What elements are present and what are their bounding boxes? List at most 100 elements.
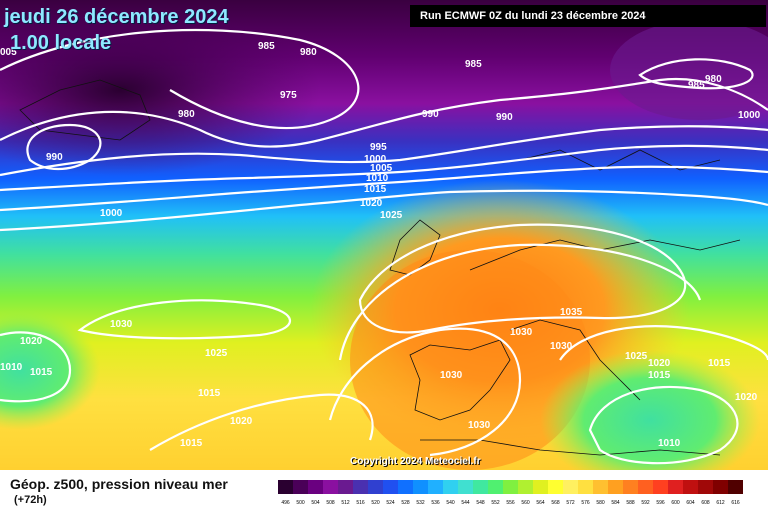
isobar-label: 985	[465, 59, 482, 70]
legend-label: 568	[551, 500, 560, 506]
isobar	[588, 385, 739, 465]
isobar-label: 1030	[468, 420, 491, 431]
legend-label: 596	[656, 500, 665, 506]
legend-swatch	[623, 480, 638, 494]
legend-swatch	[398, 480, 413, 494]
legend-swatch	[578, 480, 593, 494]
weather-map: 985 980 975 980 990 985 990 1000 995 100…	[0, 0, 768, 470]
isobar-label: 1030	[510, 327, 533, 338]
legend-swatch	[488, 480, 503, 494]
med-north-coast	[509, 319, 641, 401]
legend-label: 536	[431, 500, 440, 506]
isobar-label: 1020	[230, 416, 253, 427]
legend-label: 604	[686, 500, 695, 506]
isobar-label: 990	[496, 112, 513, 123]
trough-west	[0, 310, 100, 430]
isobar-label: 1030	[550, 341, 573, 352]
legend-swatch	[293, 480, 308, 494]
isobar-label: 1030	[110, 319, 133, 330]
legend-label: 564	[536, 500, 545, 506]
legend-label: 520	[371, 500, 380, 506]
isobar-label: 980	[300, 47, 317, 58]
isobar	[26, 123, 102, 170]
isobar-label: 1015	[708, 358, 731, 369]
isobar-label: 1010	[658, 438, 681, 449]
legend-label: 540	[446, 500, 455, 506]
isobar	[149, 393, 374, 451]
isobar-label: 1015	[30, 367, 53, 378]
isobar-label: 980	[178, 109, 195, 120]
legend-swatch	[353, 480, 368, 494]
isobar-label: 1020	[20, 336, 43, 347]
british-isles-coast	[389, 219, 441, 276]
isobar-label: 1025	[205, 348, 228, 359]
legend-label: 508	[326, 500, 335, 506]
legend-swatch	[713, 480, 728, 494]
legend-swatch	[608, 480, 623, 494]
legend-swatch	[533, 480, 548, 494]
low-pressure-core-west	[0, 5, 320, 175]
isobar-label: 1015	[198, 388, 221, 399]
legend-label: 512	[341, 500, 350, 506]
legend-swatch	[308, 480, 323, 494]
isobar-label: 980	[705, 74, 722, 85]
legend-label: 576	[581, 500, 590, 506]
legend-label: 592	[641, 500, 650, 506]
legend-label: 548	[476, 500, 485, 506]
isobar-label: 1000	[364, 154, 387, 165]
isobar	[0, 28, 360, 130]
isobar-label: 1015	[648, 370, 671, 381]
legend-swatch	[458, 480, 473, 494]
legend-swatch	[698, 480, 713, 494]
isobar	[0, 189, 768, 232]
isobar	[0, 78, 768, 148]
legend-swatch	[428, 480, 443, 494]
legend-swatch	[548, 480, 563, 494]
legend-label: 588	[626, 500, 635, 506]
legend-swatch	[323, 480, 338, 494]
legend-swatch	[518, 480, 533, 494]
isobar	[0, 125, 768, 177]
isobar	[358, 223, 687, 334]
legend-swatch	[503, 480, 518, 494]
greenland-coast	[19, 79, 151, 141]
legend-swatch	[473, 480, 488, 494]
isobar-label: 1025	[380, 210, 403, 221]
lead-time: (+72h)	[14, 494, 47, 506]
isobar-label: 1020	[735, 392, 758, 403]
legend-swatch	[443, 480, 458, 494]
legend-label: 580	[596, 500, 605, 506]
isobar-label: 1010	[366, 173, 389, 184]
parameter-title: Géop. z500, pression niveau mer	[10, 476, 228, 492]
legend-label: 616	[731, 500, 740, 506]
legend-label: 504	[311, 500, 320, 506]
isobar-label: 1015	[180, 438, 203, 449]
isobar	[638, 58, 754, 90]
legend-label: 600	[671, 500, 680, 506]
isobar-label: 1000	[738, 110, 761, 121]
isobar-label: 1025	[625, 351, 648, 362]
isobar-label: 1020	[360, 198, 383, 209]
legend-swatch	[278, 480, 293, 494]
legend-swatch	[368, 480, 383, 494]
isobar-label: 985	[258, 41, 275, 52]
legend-swatch	[683, 480, 698, 494]
legend-label: 544	[461, 500, 470, 506]
forecast-time: 1.00 locale	[10, 32, 112, 54]
legend-swatch	[413, 480, 428, 494]
isobar-label: 995	[370, 142, 387, 153]
isobar-label: 1020	[648, 358, 671, 369]
legend-swatch	[383, 480, 398, 494]
isobar-label: 990	[46, 152, 63, 163]
legend-label: 516	[356, 500, 365, 506]
legend-swatch	[668, 480, 683, 494]
legend-label: 552	[491, 500, 500, 506]
isobar-label: 1015	[364, 184, 387, 195]
isobar	[328, 327, 522, 457]
legend-label: 556	[506, 500, 515, 506]
legend-label: 524	[386, 500, 395, 506]
legend-label: 532	[416, 500, 425, 506]
isobar-label: 1005	[370, 163, 393, 174]
legend-label: 608	[701, 500, 710, 506]
legend-swatch	[338, 480, 353, 494]
